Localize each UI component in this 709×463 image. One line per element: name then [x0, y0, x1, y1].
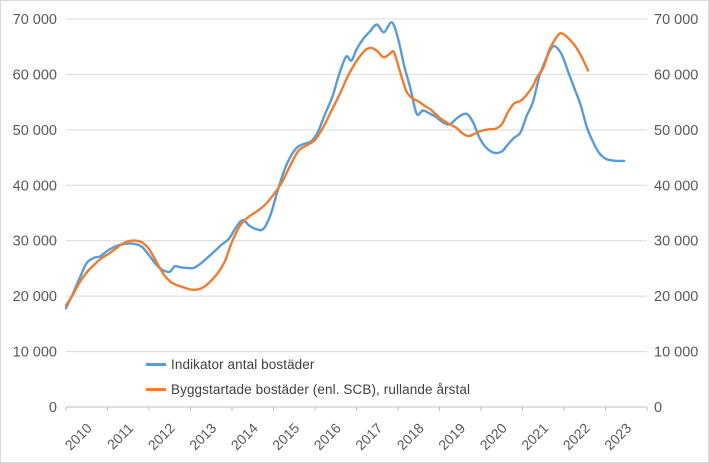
x-axis-label: 2013	[186, 420, 219, 453]
x-axis-label: 2017	[352, 420, 385, 453]
x-axis-label: 2010	[62, 420, 95, 453]
legend-label-byggstartade: Byggstartade bostäder (enl. SCB), rullan…	[171, 381, 471, 397]
x-axis-label: 2015	[269, 420, 302, 453]
y-axis-label-left: 60 000	[13, 67, 57, 83]
y-axis-label-left: 0	[49, 400, 57, 416]
x-axis-label: 2020	[477, 420, 510, 453]
x-axis-label: 2021	[518, 420, 551, 453]
series-line-indikator	[64, 21, 626, 310]
y-axis-label-right: 50 000	[654, 123, 698, 139]
y-axis-label-left: 30 000	[13, 234, 57, 250]
x-axis-label: 2012	[145, 420, 178, 453]
y-axis-label-left: 70 000	[13, 12, 57, 28]
y-axis-label-right: 70 000	[654, 12, 698, 28]
y-axis-label-right: 20 000	[654, 289, 698, 305]
x-axis-label: 2014	[228, 420, 261, 453]
y-axis-label-left: 20 000	[13, 289, 57, 305]
x-axis-label: 2011	[104, 420, 137, 453]
x-axis-label: 2019	[435, 420, 468, 453]
x-axis-label: 2018	[394, 420, 427, 453]
y-axis-label-left: 40 000	[13, 178, 57, 194]
x-axis-label: 2023	[601, 420, 634, 453]
y-axis-label-left: 10 000	[13, 345, 57, 361]
legend-line-swatch-indikator	[146, 362, 166, 366]
y-axis-label-right: 60 000	[654, 67, 698, 83]
legend-item-byggstartade: Byggstartade bostäder (enl. SCB), rullan…	[146, 380, 470, 398]
y-axis-label-right: 0	[654, 400, 662, 416]
y-axis-label-right: 10 000	[654, 345, 698, 361]
series-line-byggstartade	[64, 31, 590, 307]
legend-line-swatch-byggstartade	[146, 387, 166, 391]
legend-item-indikator: Indikator antal bostäder	[146, 355, 470, 373]
chart-legend: Indikator antal bostäder Byggstartade bo…	[146, 355, 470, 398]
x-axis-label: 2016	[311, 420, 344, 453]
y-axis-label-left: 50 000	[13, 123, 57, 139]
x-axis-label: 2022	[560, 420, 593, 453]
y-axis-label-right: 30 000	[654, 234, 698, 250]
legend-label-indikator: Indikator antal bostäder	[171, 356, 315, 372]
y-axis-label-right: 40 000	[654, 178, 698, 194]
